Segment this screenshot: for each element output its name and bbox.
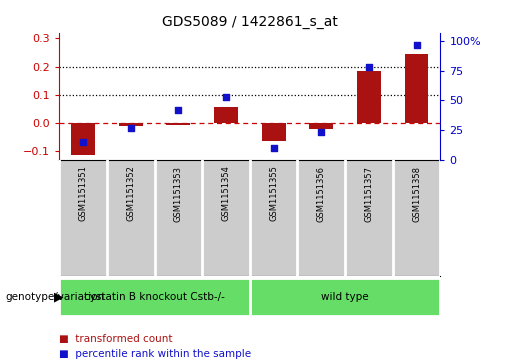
Text: GSM1151356: GSM1151356 [317, 166, 325, 221]
Point [269, 145, 278, 151]
Bar [214, 107, 238, 123]
Text: ■  transformed count: ■ transformed count [59, 334, 173, 344]
Point [222, 94, 230, 100]
Bar [357, 71, 381, 123]
Text: GSM1151352: GSM1151352 [126, 166, 135, 221]
Bar [250, 278, 440, 315]
Text: ▶: ▶ [54, 290, 64, 303]
Point [127, 125, 135, 131]
Title: GDS5089 / 1422861_s_at: GDS5089 / 1422861_s_at [162, 15, 338, 29]
Point [317, 130, 325, 135]
Point [413, 42, 421, 48]
Text: genotype/variation: genotype/variation [5, 292, 104, 302]
Bar [262, 123, 285, 140]
Text: ■  percentile rank within the sample: ■ percentile rank within the sample [59, 349, 251, 359]
Bar [71, 123, 95, 155]
Text: GSM1151351: GSM1151351 [79, 166, 88, 221]
Bar [59, 278, 250, 315]
Text: GSM1151353: GSM1151353 [174, 166, 183, 221]
Text: GSM1151354: GSM1151354 [221, 166, 230, 221]
Bar [119, 123, 143, 126]
Text: GSM1151355: GSM1151355 [269, 166, 278, 221]
Text: wild type: wild type [321, 292, 369, 302]
Bar [166, 123, 190, 125]
Bar [310, 123, 333, 129]
Bar [405, 54, 428, 123]
Point [174, 107, 182, 113]
Point [79, 139, 87, 145]
Point [365, 64, 373, 70]
Text: GSM1151357: GSM1151357 [365, 166, 373, 221]
Text: cystatin B knockout Cstb-/-: cystatin B knockout Cstb-/- [84, 292, 225, 302]
Text: GSM1151358: GSM1151358 [412, 166, 421, 221]
